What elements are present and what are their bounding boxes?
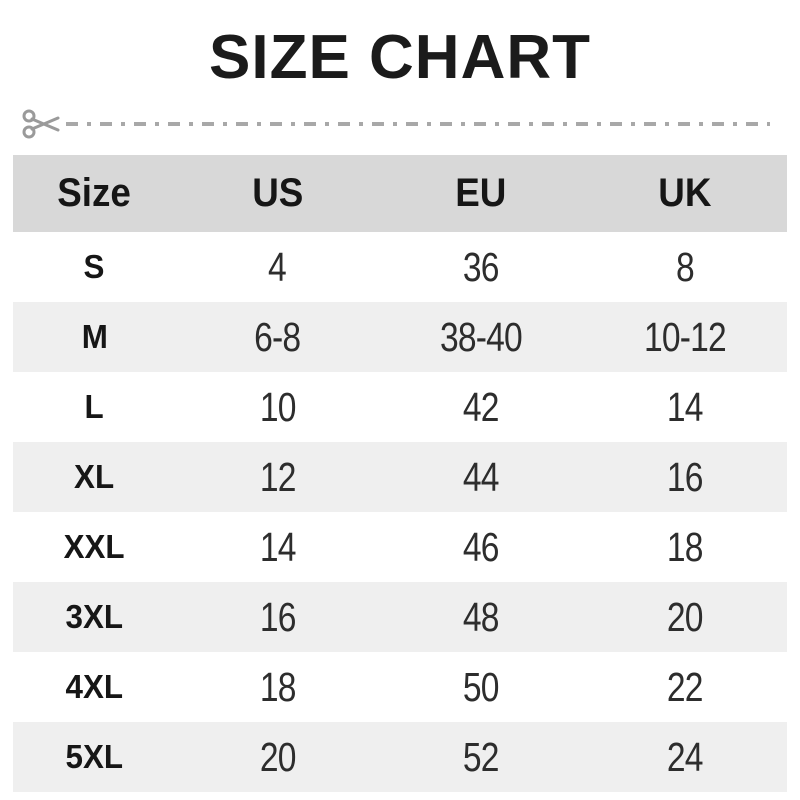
us-value: 4 xyxy=(268,243,287,290)
us-value: 16 xyxy=(259,593,296,640)
eu-value: 48 xyxy=(462,593,500,640)
eu-value: 42 xyxy=(462,383,500,430)
size-label: 5XL xyxy=(65,738,124,775)
eu-value: 52 xyxy=(462,733,500,780)
eu-value: 38-40 xyxy=(439,313,523,360)
col-header-uk-label: UK xyxy=(658,171,712,215)
size-label: 4XL xyxy=(65,668,124,705)
eu-value: 46 xyxy=(462,523,500,570)
col-header-uk: UK xyxy=(583,155,787,232)
col-header-eu-label: EU xyxy=(455,171,507,215)
size-label: 3XL xyxy=(65,598,124,635)
table-row: M 6-8 38-40 10-12 xyxy=(13,302,787,372)
table-row: L 10 42 14 xyxy=(13,372,787,442)
page-title: SIZE CHART xyxy=(209,23,591,92)
uk-value: 10-12 xyxy=(643,313,727,360)
size-label: XL xyxy=(74,458,115,495)
us-value: 14 xyxy=(259,523,296,570)
col-header-size-label: Size xyxy=(57,171,132,215)
table-row: XL 12 44 16 xyxy=(13,442,787,512)
table-row: 5XL 20 52 24 xyxy=(13,722,787,792)
table-row: XXL 14 46 18 xyxy=(13,512,787,582)
size-label: S xyxy=(83,248,105,285)
col-header-size: Size xyxy=(13,155,176,232)
us-value: 12 xyxy=(259,453,296,500)
col-header-eu: EU xyxy=(379,155,583,232)
col-header-us: US xyxy=(176,155,380,232)
table-row: 4XL 18 50 22 xyxy=(13,652,787,722)
uk-value: 18 xyxy=(666,523,704,570)
eu-value: 50 xyxy=(462,663,500,710)
table-header-row: Size US EU UK xyxy=(13,155,787,232)
size-chart-table: Size US EU UK S 4 36 8 M 6-8 38-40 10-12… xyxy=(13,155,787,792)
eu-value: 44 xyxy=(462,453,500,500)
uk-value: 16 xyxy=(666,453,704,500)
uk-value: 8 xyxy=(675,243,695,290)
uk-value: 14 xyxy=(666,383,704,430)
col-header-us-label: US xyxy=(251,171,303,215)
size-label: XXL xyxy=(63,528,125,565)
uk-value: 22 xyxy=(666,663,704,710)
uk-value: 20 xyxy=(666,593,704,640)
us-value: 6-8 xyxy=(254,313,301,360)
cut-line xyxy=(22,106,770,142)
us-value: 10 xyxy=(259,383,296,430)
uk-value: 24 xyxy=(666,733,704,780)
us-value: 20 xyxy=(259,733,296,780)
eu-value: 36 xyxy=(462,243,500,290)
us-value: 18 xyxy=(259,663,296,710)
table-row: S 4 36 8 xyxy=(13,232,787,302)
size-label: L xyxy=(84,388,104,425)
size-label: M xyxy=(81,318,108,355)
scissors-icon xyxy=(22,109,60,139)
table-row: 3XL 16 48 20 xyxy=(13,582,787,652)
dash-dot-line xyxy=(66,122,770,126)
